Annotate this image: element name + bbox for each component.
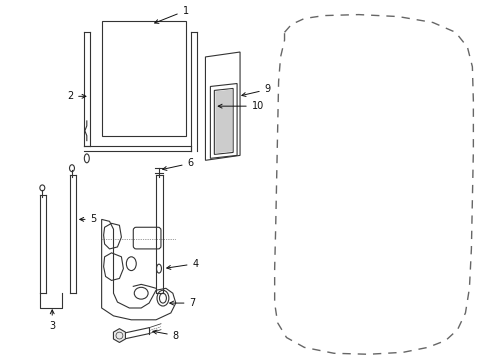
Polygon shape: [215, 89, 232, 153]
Text: 7: 7: [169, 298, 195, 308]
Polygon shape: [113, 329, 125, 342]
Text: 8: 8: [153, 330, 179, 341]
Text: 10: 10: [218, 101, 264, 111]
Text: 1: 1: [154, 6, 188, 23]
Text: 4: 4: [166, 259, 198, 269]
Text: 5: 5: [80, 215, 97, 224]
Text: 2: 2: [67, 91, 86, 101]
Text: 3: 3: [49, 310, 55, 331]
Text: 6: 6: [163, 158, 193, 170]
Text: 9: 9: [242, 84, 270, 96]
